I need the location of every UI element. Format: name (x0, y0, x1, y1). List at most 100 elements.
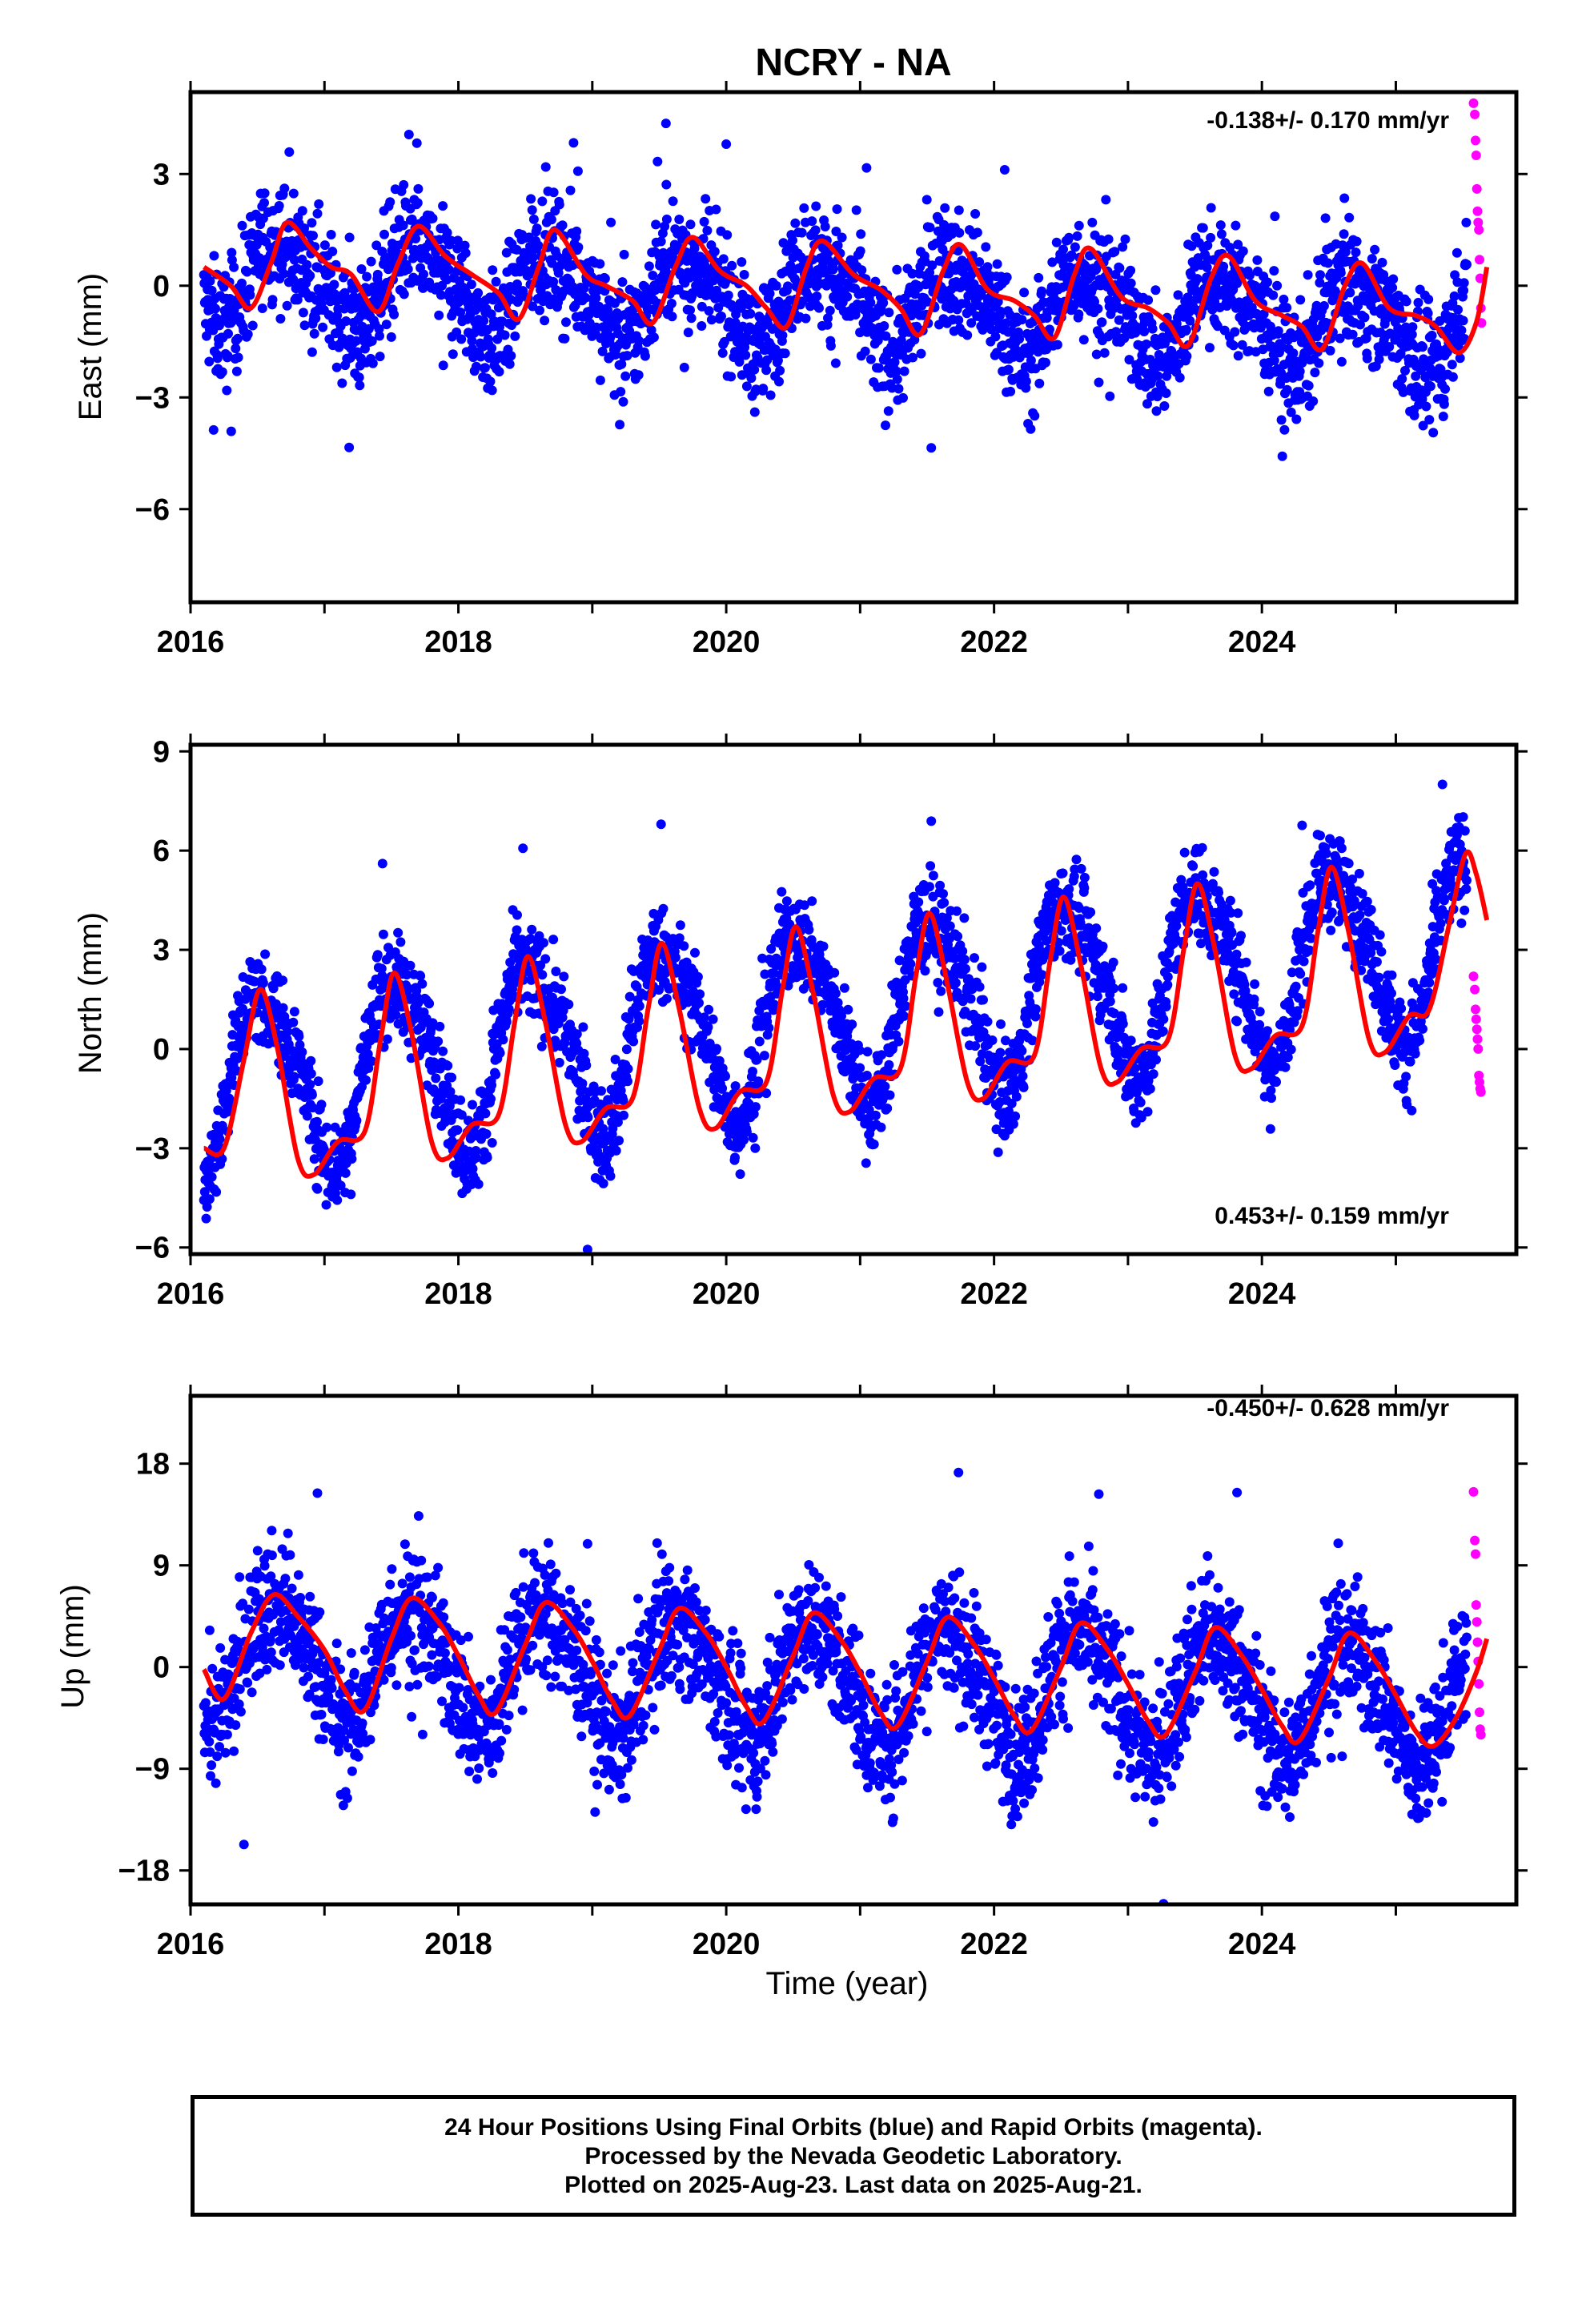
final-point (982, 262, 993, 272)
final-point (823, 313, 833, 324)
final-point (741, 350, 751, 360)
final-point (1139, 327, 1150, 336)
final-point (703, 1022, 713, 1032)
final-point (1228, 340, 1239, 351)
final-point (933, 978, 943, 987)
final-point (1288, 348, 1299, 359)
final-point (945, 304, 955, 314)
final-point (279, 268, 289, 279)
final-point (510, 331, 520, 341)
final-point (1453, 304, 1463, 315)
final-point (734, 356, 745, 367)
final-point (581, 1060, 592, 1071)
y-tick-label: 0 (153, 270, 170, 304)
final-point (506, 351, 516, 361)
final-point (307, 1090, 317, 1100)
final-point (278, 1003, 288, 1013)
final-point (810, 225, 821, 235)
final-point (658, 903, 669, 914)
final-point (568, 138, 579, 148)
final-point (385, 197, 396, 207)
final-point (419, 269, 428, 279)
final-point (231, 344, 241, 354)
rapid-point (1474, 225, 1484, 235)
final-point (880, 1081, 890, 1092)
final-point (403, 264, 413, 275)
final-point (623, 1063, 633, 1074)
final-point (978, 324, 988, 335)
final-point (321, 1200, 331, 1210)
final-point (438, 1046, 448, 1056)
final-point (1052, 340, 1062, 350)
final-point (498, 1035, 508, 1045)
final-point (926, 443, 937, 453)
final-point (527, 205, 537, 215)
final-point (633, 370, 644, 380)
final-point (306, 1055, 316, 1066)
final-point (1079, 872, 1090, 883)
final-point (829, 967, 840, 978)
final-point (761, 1088, 772, 1099)
final-point (648, 271, 658, 280)
final-point (548, 276, 559, 287)
final-point (1097, 317, 1107, 328)
final-point (940, 203, 950, 213)
final-point (982, 1016, 993, 1027)
final-point (535, 305, 544, 316)
final-point (622, 351, 632, 361)
final-point (1340, 247, 1351, 257)
final-point (611, 1145, 621, 1156)
final-point (749, 1109, 759, 1120)
final-point (554, 1057, 564, 1068)
final-point (1120, 234, 1130, 244)
final-point (679, 362, 689, 372)
final-point (554, 199, 564, 210)
final-point (311, 313, 321, 324)
final-point (714, 1055, 725, 1066)
final-point (961, 963, 970, 974)
final-point (927, 260, 938, 271)
final-point (412, 138, 422, 148)
final-point (468, 1164, 478, 1174)
final-point (297, 1047, 307, 1057)
rapid-point (1470, 109, 1480, 119)
final-point (452, 1125, 463, 1136)
final-point (399, 179, 409, 190)
final-point (1006, 1099, 1017, 1108)
final-point (598, 1178, 608, 1188)
final-point (721, 139, 732, 149)
final-point (1173, 290, 1183, 300)
final-point (674, 933, 685, 943)
final-point (456, 334, 467, 344)
final-point (745, 308, 756, 319)
final-point (1377, 257, 1387, 267)
rapid-point (1472, 183, 1482, 194)
final-point (494, 367, 504, 377)
final-point (668, 196, 678, 207)
final-point (288, 1017, 299, 1027)
final-point (731, 309, 741, 320)
final-point (283, 1027, 293, 1037)
final-point (1042, 935, 1052, 946)
final-point (351, 336, 361, 346)
final-point (1093, 304, 1103, 314)
final-point (1037, 970, 1047, 980)
final-point (275, 314, 286, 324)
final-point (851, 205, 861, 215)
final-point (891, 366, 901, 376)
final-point (640, 351, 650, 361)
final-point (831, 227, 841, 236)
final-point (476, 352, 486, 362)
final-point (456, 1095, 466, 1105)
final-point (900, 975, 910, 985)
final-point (1269, 356, 1279, 366)
final-point (889, 357, 900, 368)
final-point (1237, 340, 1247, 350)
final-point (1413, 297, 1423, 308)
final-point (556, 984, 566, 995)
final-point (920, 966, 930, 976)
final-point (661, 119, 671, 129)
final-point (1066, 250, 1077, 260)
final-point (528, 214, 539, 224)
final-point (1186, 241, 1197, 251)
